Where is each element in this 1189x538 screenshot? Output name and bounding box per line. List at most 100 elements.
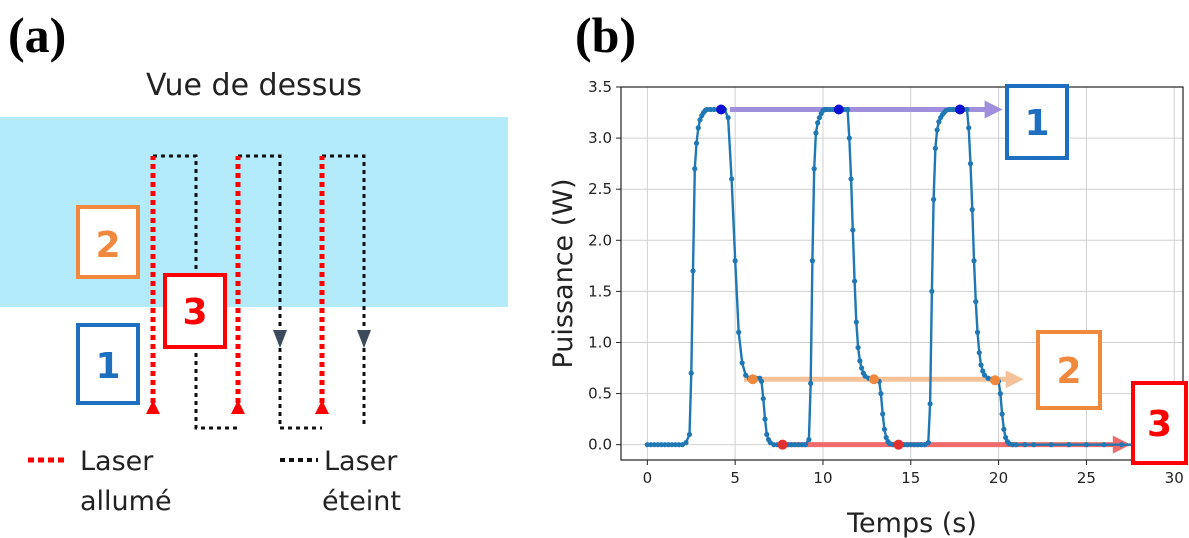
power-data-point: [697, 117, 703, 123]
legend-laser-off-line1: Laser: [324, 446, 398, 477]
laser-off-segment: [278, 340, 322, 430]
power-data-point: [855, 344, 861, 351]
arrow-up-icon: [315, 400, 329, 414]
power-data-point: [881, 426, 888, 432]
power-data-point: [934, 127, 940, 133]
y-tick-label: 0.0: [588, 436, 612, 454]
y-tick-label: 3.5: [588, 78, 612, 96]
power-data-point: [966, 125, 972, 131]
power-data-point: [976, 350, 982, 356]
box-1-frame: [76, 323, 140, 405]
highlight-marker: [954, 104, 965, 115]
callout-box-2: [1036, 330, 1102, 410]
x-tick-label: 25: [1077, 469, 1096, 487]
box-3-frame: [163, 273, 227, 349]
legend-laser-on-line1: Laser: [80, 446, 154, 477]
power-data-point: [932, 145, 938, 151]
power-data-point: [802, 442, 809, 448]
highlight-marker: [833, 104, 844, 115]
power-data-point: [980, 368, 986, 374]
arrow-down-icon: [357, 330, 371, 348]
box-1: 1: [76, 323, 140, 405]
y-tick-label: 3.0: [588, 129, 612, 147]
power-data-point: [688, 370, 694, 376]
power-data-point: [844, 106, 851, 113]
callout-box-1: [1005, 84, 1069, 160]
power-data-point: [762, 416, 768, 422]
power-data-point: [1048, 442, 1054, 448]
x-tick-label: 0: [643, 469, 653, 487]
power-data-point: [729, 176, 735, 182]
y-tick-label: 1.0: [588, 333, 612, 351]
power-data-point: [1031, 442, 1037, 448]
power-data-point: [851, 278, 858, 284]
power-data-point: [967, 161, 974, 167]
callout-number-1: 1: [1024, 103, 1049, 144]
power-data-point: [1101, 442, 1107, 448]
power-plot: 0 5 10 15 20 25 30 0.0 0.5 1.0 1.5 2.0 2.5 3.0 3.5 Temp…: [548, 78, 1188, 538]
power-data-point: [816, 115, 823, 121]
highlight-marker: [893, 439, 904, 450]
arrow-down-icon: [273, 330, 287, 348]
power-data-point: [743, 372, 749, 378]
power-data-point: [1022, 442, 1028, 448]
panel-b-label: (b): [575, 7, 636, 63]
power-data-point: [927, 401, 933, 407]
panel-b: (b) 0 5 10 15 20 25 30 0.0 0.5 1.0 1.5 2.0 2.5 3.0 3.5…: [548, 7, 1188, 538]
box-3-number: 3: [182, 292, 207, 333]
power-data-point: [936, 119, 942, 125]
power-data-point: [758, 378, 765, 384]
panel-a-title: Vue de dessus: [146, 68, 362, 103]
power-data-point: [857, 358, 863, 364]
power-data-point: [809, 258, 816, 264]
power-data-point: [813, 130, 819, 136]
power-data-point: [732, 258, 738, 264]
callout-arrow-head: [984, 100, 1003, 119]
power-data-point: [969, 207, 975, 213]
highlight-marker: [777, 439, 788, 450]
highlight-marker: [868, 374, 879, 385]
power-data-point: [997, 390, 1003, 397]
power-data-point: [846, 135, 852, 141]
x-tick-label: 30: [1165, 469, 1184, 487]
legend: Laser allumé Laser éteint: [28, 446, 401, 517]
power-data-point: [850, 227, 856, 233]
power-data-point: [1066, 442, 1072, 448]
y-tick-label: 1.5: [588, 282, 612, 300]
power-data-point: [859, 365, 865, 371]
x-tick-label: 5: [730, 469, 740, 487]
power-data-point: [725, 115, 731, 121]
power-data-point: [1003, 434, 1009, 441]
power-data-point: [1013, 442, 1019, 448]
callout-number-2: 2: [1056, 351, 1081, 392]
panel-a-label: (a): [8, 7, 66, 63]
box-2-number: 2: [95, 225, 120, 266]
power-data-point: [1118, 442, 1125, 448]
x-axis-label: Temps (s): [846, 508, 977, 538]
power-data-point: [808, 380, 814, 386]
power-data-point: [973, 299, 979, 305]
power-data-point: [925, 440, 931, 446]
panel-a: (a) Vue de dessus 2 3: [0, 7, 508, 517]
power-data-point: [692, 166, 698, 172]
power-data-point: [964, 106, 970, 113]
callout-arrow-head: [1005, 370, 1024, 389]
power-data-point: [806, 436, 812, 443]
power-data-point: [683, 440, 689, 446]
y-tick-label: 2.5: [588, 180, 612, 198]
legend-laser-on-line2: allumé: [80, 486, 172, 517]
power-data-point: [739, 360, 745, 366]
box-1-number: 1: [95, 346, 120, 387]
box-2-frame: [76, 205, 140, 279]
x-tick-label: 15: [901, 469, 920, 487]
power-data-point: [929, 288, 935, 294]
y-tick-label: 2.0: [588, 231, 612, 249]
plot-frame: [620, 86, 1184, 461]
highlight-marker: [990, 375, 1001, 386]
power-data-point: [760, 396, 766, 402]
highlight-marker: [747, 374, 758, 385]
power-data-point: [690, 268, 696, 274]
legend-laser-off-line2: éteint: [322, 486, 401, 517]
power-data-point: [883, 434, 889, 441]
x-tick-label: 20: [989, 469, 1008, 487]
